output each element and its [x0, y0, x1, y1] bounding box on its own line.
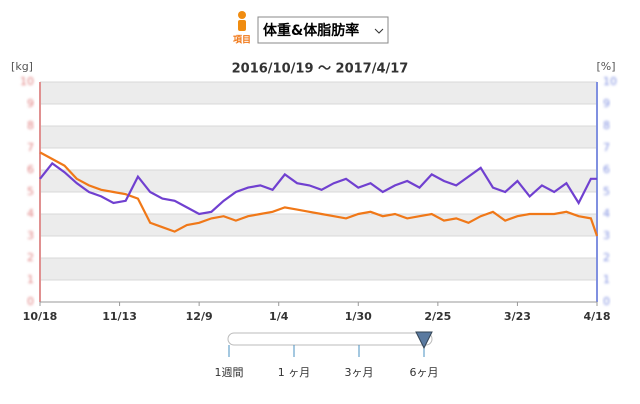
series-line — [39, 161, 597, 216]
y-tick-label: 6 — [27, 163, 34, 176]
x-tick-label: 2/25 — [424, 310, 451, 323]
y-tick-label: 7 — [27, 141, 34, 154]
y-tick-label: 8 — [27, 119, 34, 132]
y-tick-label: 3 — [27, 229, 34, 242]
y-tick-label: 9 — [27, 97, 34, 110]
y2-axis-label: [%] — [596, 60, 615, 73]
x-tick-label: 12/9 — [186, 310, 213, 323]
slider-option[interactable]: 1週間 — [215, 366, 244, 379]
slider-option[interactable]: 1 ヶ月 — [278, 366, 311, 379]
y2-tick-label: 9 — [603, 97, 610, 110]
range-slider[interactable]: 1週間 1 ヶ月 3ヶ月 6ヶ月 — [215, 331, 439, 379]
y-tick-label: 10 — [20, 75, 34, 88]
y-tick-label: 4 — [27, 207, 34, 220]
y2-tick-label: 8 — [603, 119, 610, 132]
x-tick-label: 10/18 — [23, 310, 58, 323]
y-tick-label: 2 — [27, 251, 34, 264]
y-axis-label: [kg] — [11, 60, 33, 73]
slider-option[interactable]: 6ヶ月 — [410, 366, 439, 379]
y2-tick-label: 5 — [603, 185, 610, 198]
grid-band — [40, 258, 597, 280]
y-tick-label: 1 — [27, 273, 34, 286]
y2-tick-label: 1 — [603, 273, 610, 286]
slider-handle[interactable] — [415, 331, 433, 350]
y2-tick-label: 4 — [603, 207, 610, 220]
y2-tick-label: 6 — [603, 163, 610, 176]
y2-tick-label: 7 — [603, 141, 610, 154]
slider-option[interactable]: 3ヶ月 — [345, 366, 374, 379]
y-tick-label: 0 — [27, 295, 34, 308]
y-tick-label: 5 — [27, 185, 34, 198]
x-tick-label: 1/4 — [269, 310, 289, 323]
x-tick-label: 3/23 — [504, 310, 531, 323]
x-tick-label: 11/13 — [102, 310, 137, 323]
item-icon: 項目 — [233, 11, 251, 46]
selector-text[interactable]: 体重&体脂肪率 — [263, 22, 359, 39]
series-line — [39, 151, 599, 237]
x-tick-label: 4/18 — [584, 310, 611, 323]
y2-tick-label: 3 — [603, 229, 610, 242]
y2-tick-label: 0 — [603, 295, 610, 308]
grid-band — [40, 82, 597, 104]
grid-band — [40, 126, 597, 148]
x-tick-label: 1/30 — [345, 310, 372, 323]
y2-tick-label: 10 — [603, 75, 617, 88]
y2-tick-label: 2 — [603, 251, 610, 264]
item-label: 項目 — [233, 35, 251, 46]
grid-band — [40, 170, 597, 192]
chart-title: 2016/10/19 ～ 2017/4/17 — [232, 62, 409, 77]
item-selector[interactable]: 体重&体脂肪率 — [257, 16, 389, 44]
